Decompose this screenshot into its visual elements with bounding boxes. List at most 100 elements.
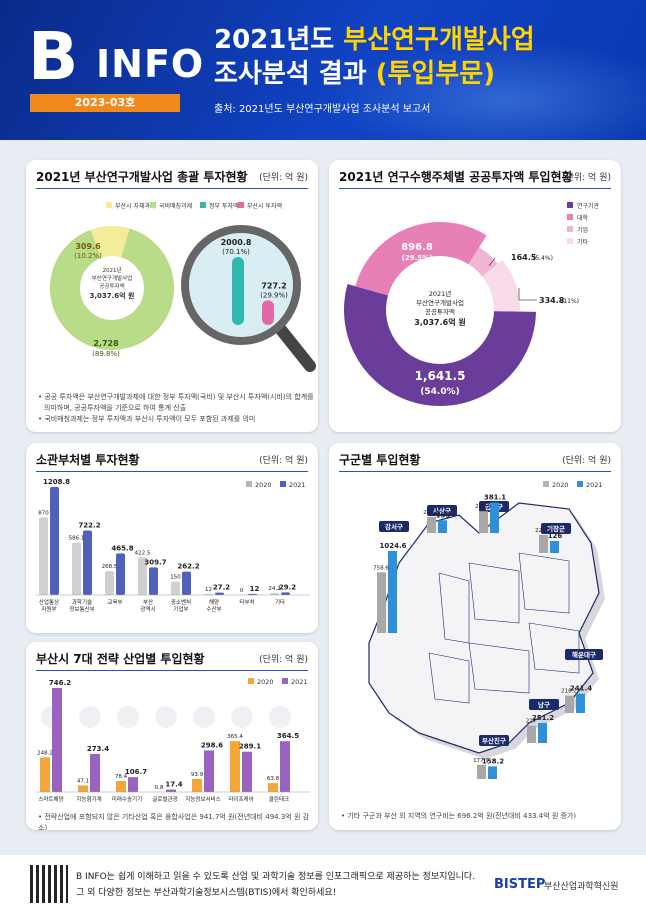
bar bbox=[377, 572, 386, 633]
legend-swatch bbox=[577, 481, 583, 487]
tick-label: 스마트해양 bbox=[38, 795, 63, 803]
center-label: 2021년 bbox=[429, 289, 452, 298]
panel-performer: 2021년 연구수행주체별 공공투자액 투입현황 (단위: 억 원) 연구기관 대… bbox=[329, 160, 621, 432]
panel-rule bbox=[339, 188, 611, 189]
bar-value-label: 24.2 bbox=[268, 586, 280, 592]
district-tag bbox=[541, 523, 571, 534]
legend-swatch bbox=[567, 226, 573, 232]
bistep-name: 부산산업과학혁신원 bbox=[544, 882, 619, 892]
issue-badge: 2023-03호 bbox=[30, 94, 180, 112]
tick-label: 기타 bbox=[275, 598, 285, 606]
panel-note: • 기타 구군과 부산 외 지역의 연구비는 696.2억 원(전년대비 433… bbox=[341, 812, 577, 820]
panel-title: 소관부처별 투자현황 bbox=[36, 453, 140, 467]
logo-info: INFO bbox=[96, 42, 205, 86]
overall-chart: 부산시 자체과제 국비매칭과제 정부 투자액 부산시 투자액 2021년부산연구개발사업… bbox=[49, 202, 316, 372]
industry-icon bbox=[193, 706, 215, 728]
legend-label: 2021 bbox=[291, 678, 308, 686]
legend-label: 부산시 투자액 bbox=[247, 202, 282, 210]
legend-swatch bbox=[238, 202, 244, 208]
legend-swatch bbox=[150, 202, 156, 208]
panel-notes: • 공공 투자액은 부산연구개발과제에 대한 정부 투자액(국비) 및 부산시 … bbox=[38, 392, 314, 425]
bar-value-label: 746.2 bbox=[49, 679, 71, 687]
panel-unit: (단위: 억 원) bbox=[259, 456, 308, 466]
source-text: 출처: 2021년도 부산연구개발사업 조사분석 보고서 bbox=[214, 104, 431, 115]
district-tag bbox=[427, 505, 457, 516]
bar bbox=[230, 741, 240, 792]
industry-icon bbox=[117, 706, 139, 728]
legend-label: 정부 투자액 bbox=[209, 202, 239, 210]
bar-value-label: 78.4 bbox=[115, 774, 128, 780]
note-line: • 공공 투자액은 부산연구개발과제에 대한 정부 투자액(국비) 및 부산시 … bbox=[38, 393, 314, 401]
footer-line: 그 외 다양한 정보는 부산과학기술정보시스템(BTIS)에서 확인하세요! bbox=[76, 888, 337, 898]
page-title-line1: 2021년도 부산연구개발사업 bbox=[214, 24, 535, 56]
bar-value-label: 1208.8 bbox=[43, 478, 70, 486]
bar-value-label: 27.2 bbox=[213, 584, 230, 592]
bar bbox=[479, 511, 488, 533]
panel-strategic: 부산시 7대 전략 산업별 투입현황 (단위: 억 원) 2020 2021 248… bbox=[26, 642, 318, 830]
legend-label: 부산시 자체과제 bbox=[115, 202, 156, 210]
footer: B INFO는 쉽게 이해하고 읽을 수 있도록 산업 및 과학기술 정보를 인… bbox=[0, 855, 646, 917]
breakdown-value-label: 2000.8 bbox=[221, 238, 252, 247]
header-banner: B INFO 2023-03호 2021년도 부산연구개발사업 조사분석 결과 … bbox=[0, 0, 646, 140]
panel-unit: (단위: 억 원) bbox=[562, 173, 611, 183]
breakdown-pct-label: (29.9%) bbox=[260, 291, 288, 299]
legend-swatch bbox=[543, 481, 549, 487]
slice-pct-label: (10.2%) bbox=[74, 252, 102, 260]
panel-rule bbox=[36, 471, 308, 472]
legend-label: 대학 bbox=[577, 214, 589, 222]
district-tag bbox=[529, 699, 559, 710]
bar-value-label: 273.4 bbox=[87, 745, 109, 753]
busan-map bbox=[368, 502, 600, 754]
tick-label: 중소벤처 bbox=[171, 598, 191, 606]
bar bbox=[105, 571, 114, 595]
title-highlight-1: 부산연구개발사업 bbox=[343, 25, 535, 55]
bar-value-label: 177.9 bbox=[473, 758, 489, 764]
panel-title: 구군별 투입현황 bbox=[339, 453, 421, 467]
bar-value-label: 289.1 bbox=[239, 743, 261, 751]
panel-title: 2021년 연구수행주체별 공공투자액 투입현황 bbox=[339, 170, 573, 184]
slice-value-label: 164.5 bbox=[511, 253, 537, 262]
tick-label: 글로벌관광 bbox=[152, 795, 177, 803]
qr-code-icon[interactable] bbox=[30, 865, 68, 903]
bar bbox=[90, 753, 100, 792]
tick-label: 산업통상 bbox=[39, 598, 59, 606]
bar bbox=[39, 517, 48, 595]
bar bbox=[270, 592, 279, 595]
strategic-chart: 2020 2021 248.2 746.2 스마트해양 47.1 273.4 지능형기계 78.… bbox=[36, 678, 310, 803]
district-border bbox=[518, 552, 570, 614]
bar bbox=[438, 520, 447, 533]
bar bbox=[40, 757, 50, 792]
footer-line: B INFO는 쉽게 이해하고 읽을 수 있도록 산업 및 과학기술 정보를 인… bbox=[76, 872, 476, 882]
bar bbox=[182, 571, 191, 595]
pie-slice bbox=[49, 228, 174, 350]
bar-value-label: 159 bbox=[436, 511, 451, 519]
bar bbox=[550, 541, 559, 553]
slice-pct-label: (54.0%) bbox=[420, 387, 459, 397]
bar bbox=[527, 725, 536, 743]
district-border bbox=[468, 562, 520, 624]
bar-value-label: 870 bbox=[38, 510, 49, 516]
tick-label: 클린테크 bbox=[269, 795, 289, 803]
tick-label: 수산부 bbox=[206, 605, 221, 613]
slice-value-label: 2,728 bbox=[93, 339, 119, 348]
bar-value-label: 241.4 bbox=[570, 685, 592, 693]
center-label: 부산연구개발사업 bbox=[92, 274, 132, 282]
bar-value-label: 158.2 bbox=[482, 757, 504, 765]
tick-label: 타부처 bbox=[239, 598, 254, 606]
binfo-logo: B INFO bbox=[28, 24, 203, 90]
panel-rule bbox=[36, 670, 308, 671]
breakdown-value-label: 727.2 bbox=[261, 281, 286, 290]
bar-value-label: 365.4 bbox=[227, 734, 243, 740]
panel-unit: (단위: 억 원) bbox=[259, 655, 308, 665]
bar-value-label: 47.1 bbox=[77, 778, 89, 784]
bar-value-label: 248.2 bbox=[37, 750, 53, 756]
bar bbox=[388, 551, 397, 633]
bar-value-label: 29.2 bbox=[279, 583, 296, 591]
bar bbox=[538, 722, 547, 743]
tick-label: 해양 bbox=[209, 598, 219, 606]
bar-value-label: 93.9 bbox=[191, 772, 204, 778]
bar-value-label: 17.4 bbox=[165, 781, 182, 789]
panel-title: 2021년 부산연구개발사업 총괄 투자현황 bbox=[36, 170, 248, 184]
